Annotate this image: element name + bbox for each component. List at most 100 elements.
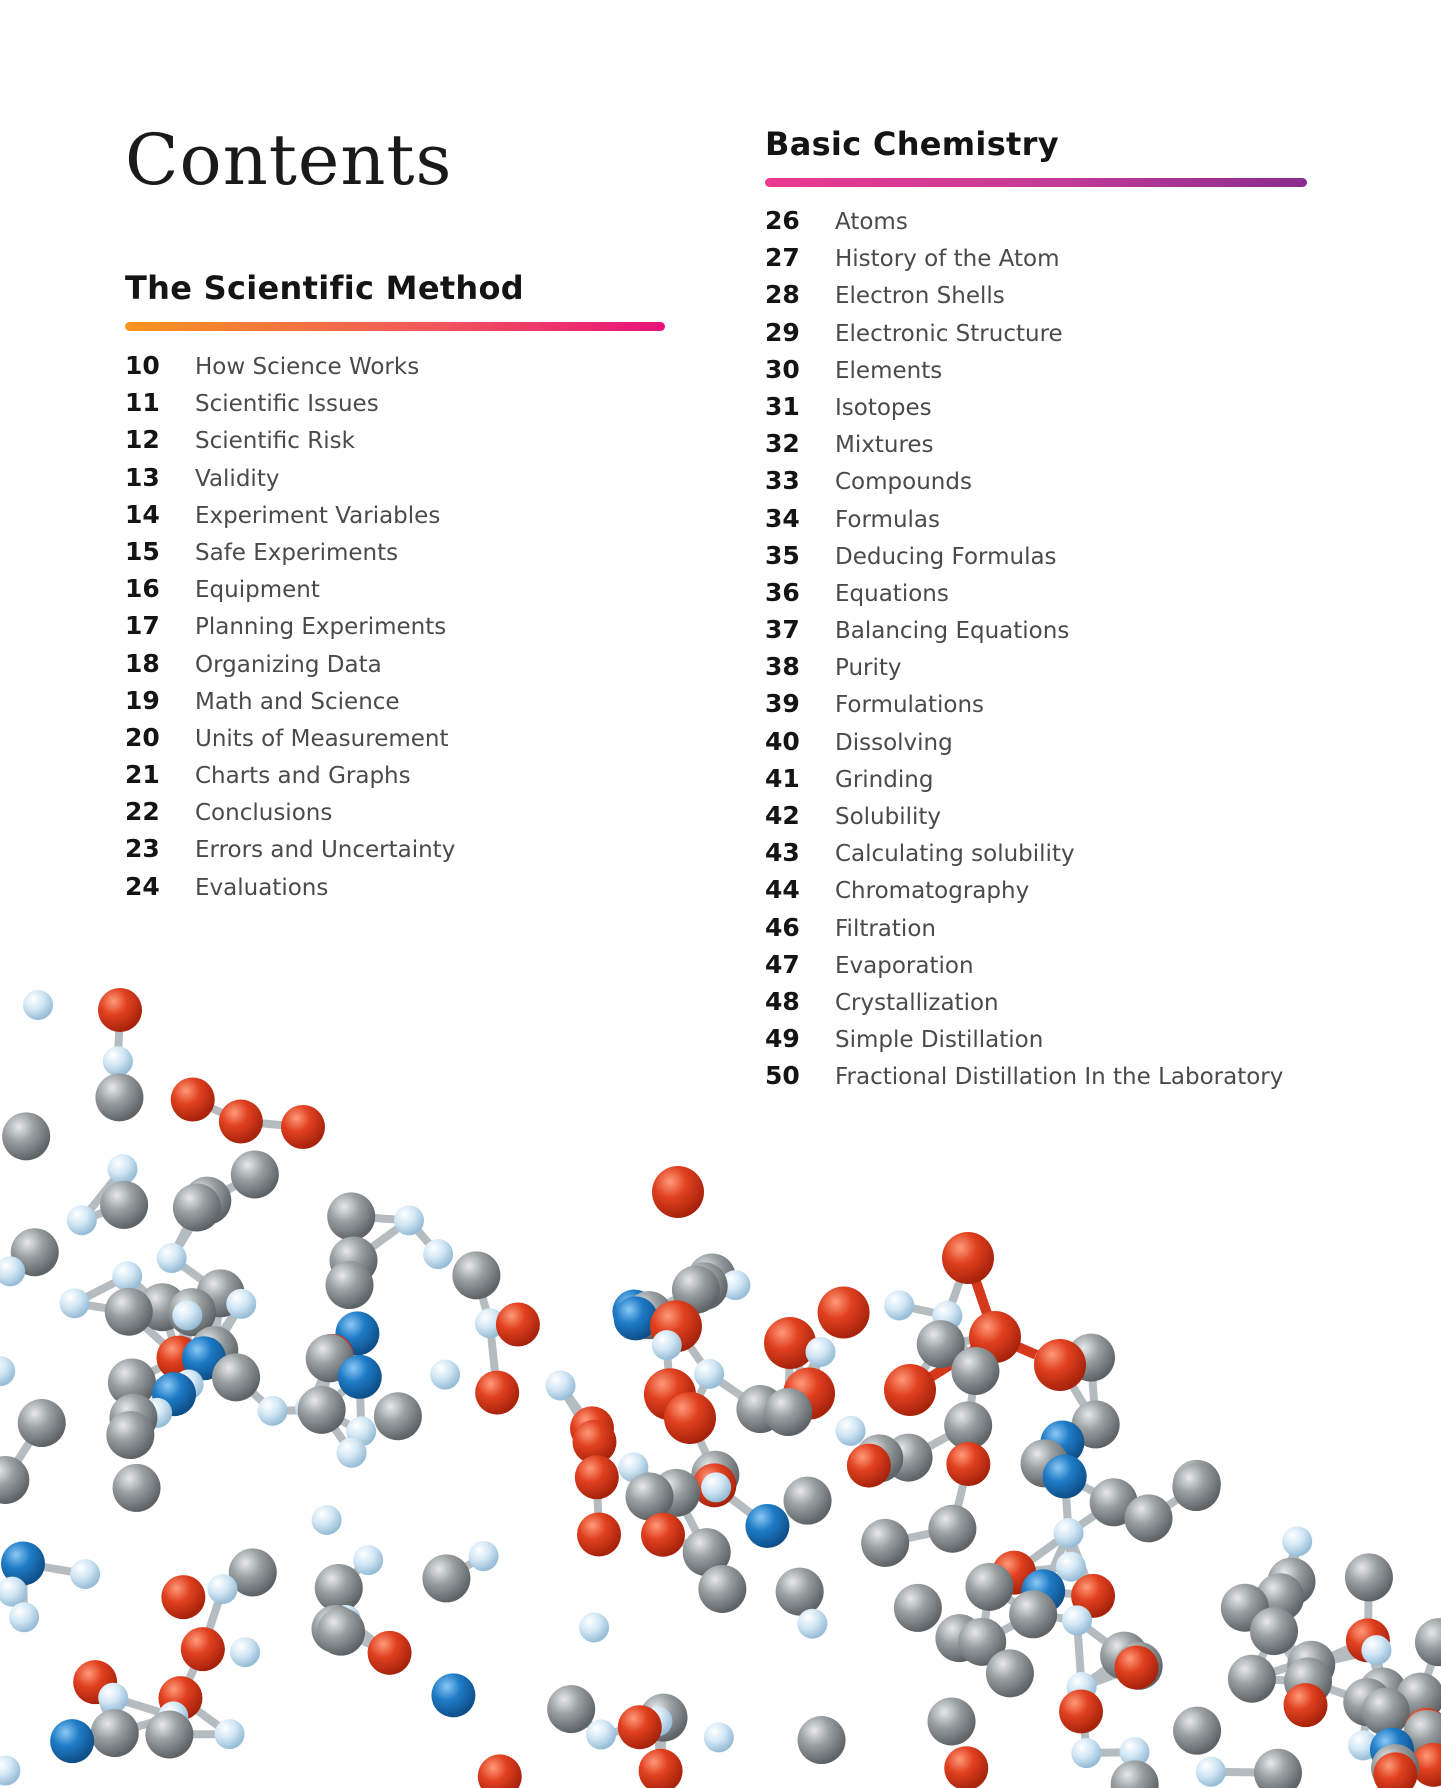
toc-entry[interactable]: 46 Filtration (765, 913, 1307, 950)
atom (1344, 1553, 1393, 1602)
toc-entry[interactable]: 42 Solubility (765, 801, 1307, 838)
atom (230, 1150, 279, 1199)
toc-entry[interactable]: 47 Evaporation (765, 950, 1307, 987)
toc-entry[interactable]: 16 Equipment (125, 574, 665, 611)
toc-entry-title: Formulas (835, 506, 940, 533)
toc-entry[interactable]: 17 Planning Experiments (125, 611, 665, 648)
toc-page-number: 21 (125, 760, 160, 790)
atom (0, 1256, 26, 1287)
atom (23, 990, 53, 1020)
toc-entry[interactable]: 39 Formulations (765, 689, 1307, 726)
atom (682, 1528, 731, 1577)
toc-entry[interactable]: 29 Electronic Structure (765, 318, 1307, 355)
toc-entry[interactable]: 36 Equations (765, 578, 1307, 615)
atom (1119, 1737, 1150, 1768)
toc-entry[interactable]: 24 Evaluations (125, 872, 665, 909)
toc-entry[interactable]: 22 Conclusions (125, 797, 665, 834)
toc-page-number: 42 (765, 801, 800, 830)
toc-entry[interactable]: 41 Grinding (765, 764, 1307, 801)
toc-entry[interactable]: 26 Atoms (765, 206, 1307, 243)
toc-entry-title: Organizing Data (195, 651, 382, 678)
toc-entry[interactable]: 35 Deducing Formulas (765, 541, 1307, 578)
atom (214, 1719, 245, 1750)
atom (230, 1637, 261, 1668)
atom (775, 1567, 824, 1616)
atom (1034, 1339, 1086, 1391)
toc-page-number: 50 (765, 1061, 800, 1091)
atom (1124, 1494, 1173, 1543)
atom (545, 1370, 576, 1401)
atom (475, 1370, 520, 1415)
atom (927, 1697, 976, 1746)
toc-entry[interactable]: 18 Organizing Data (125, 649, 665, 686)
toc-entry[interactable]: 49 Simple Distillation (765, 1024, 1307, 1061)
atom (0, 1755, 21, 1786)
toc-entry[interactable]: 11 Scientific Issues (125, 388, 665, 425)
toc-entry[interactable]: 14 Experiment Variables (125, 500, 665, 537)
toc-entry[interactable]: 15 Safe Experiments (125, 537, 665, 574)
toc-page-number: 43 (765, 838, 800, 868)
atom (431, 1673, 476, 1718)
toc-entry[interactable]: 28 Electron Shells (765, 280, 1307, 317)
atom (156, 1243, 187, 1274)
atom (764, 1317, 816, 1369)
toc-entry[interactable]: 20 Units of Measurement (125, 723, 665, 760)
atom (625, 1472, 674, 1521)
toc-entry[interactable]: 40 Dissolving (765, 727, 1307, 764)
toc-entry[interactable]: 43 Calculating solubility (765, 838, 1307, 875)
toc-entry-title: Math and Science (195, 688, 400, 715)
atom (1414, 1618, 1441, 1667)
atom (2, 1112, 51, 1161)
atom (846, 1443, 891, 1488)
atom (1009, 1590, 1058, 1639)
toc-entry[interactable]: 34 Formulas (765, 504, 1307, 541)
atom (613, 1296, 658, 1341)
toc-entry[interactable]: 32 Mixtures (765, 429, 1307, 466)
atom (1172, 1463, 1221, 1512)
atom (257, 1395, 288, 1426)
atom (916, 1320, 965, 1369)
atom (100, 1180, 149, 1229)
atom (574, 1455, 619, 1500)
toc-entry[interactable]: 30 Elements (765, 355, 1307, 392)
atom (958, 1617, 1007, 1666)
atom (664, 1392, 716, 1444)
toc-entry[interactable]: 13 Validity (125, 463, 665, 500)
toc-entry-title: Scientific Risk (195, 428, 355, 455)
toc-entry[interactable]: 12 Scientific Risk (125, 425, 665, 462)
atom (701, 1472, 732, 1503)
toc-entry[interactable]: 33 Compounds (765, 466, 1307, 503)
toc-entry[interactable]: 38 Purity (765, 652, 1307, 689)
atom (70, 1559, 101, 1590)
toc-page-number: 28 (765, 280, 800, 310)
toc-page-number: 18 (125, 648, 160, 678)
toc-entry[interactable]: 37 Balancing Equations (765, 615, 1307, 652)
toc-entry[interactable]: 19 Math and Science (125, 686, 665, 723)
toc-section-scientific-method: The Scientific Method 10 How Science Work… (125, 268, 665, 909)
toc-entry-title: Conclusions (195, 800, 333, 827)
toc-entry[interactable]: 31 Isotopes (765, 392, 1307, 429)
section-heading: Basic Chemistry (765, 125, 1059, 163)
toc-entry[interactable]: 50 Fractional Distillation In the Laborat… (765, 1061, 1307, 1098)
atom (694, 1358, 725, 1389)
molecule-illustration (0, 988, 1441, 1788)
atom (1042, 1454, 1087, 1499)
atom (477, 1754, 522, 1788)
toc-entry[interactable]: 48 Crystallization (765, 987, 1307, 1024)
toc-entry[interactable]: 23 Errors and Uncertainty (125, 834, 665, 871)
atom (1055, 1551, 1086, 1582)
toc-entry[interactable]: 27 History of the Atom (765, 243, 1307, 280)
toc-entry[interactable]: 44 Chromatography (765, 875, 1307, 912)
atom (1173, 1706, 1222, 1755)
toc-page-number: 33 (765, 466, 800, 496)
atom (577, 1512, 622, 1557)
atom (797, 1716, 846, 1765)
atom (1250, 1607, 1299, 1656)
atom (353, 1545, 384, 1576)
toc-entry-title: Electronic Structure (835, 320, 1063, 347)
toc-entry[interactable]: 10 How Science Works (125, 351, 665, 388)
toc-page-number: 14 (125, 499, 160, 529)
toc-entry[interactable]: 21 Charts and Graphs (125, 760, 665, 797)
atom (281, 1105, 325, 1149)
toc-entry-title: Electron Shells (835, 283, 1005, 310)
